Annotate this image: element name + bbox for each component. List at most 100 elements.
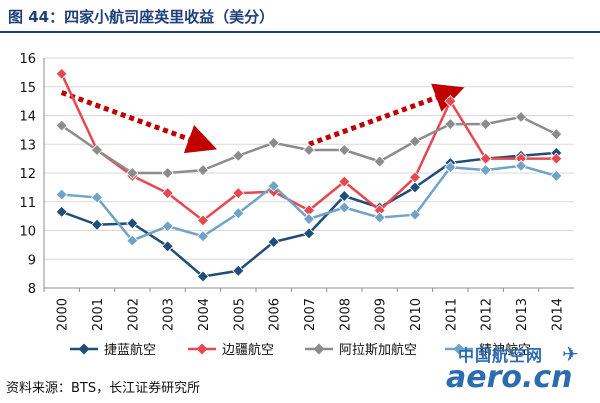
y-tick-label: 16: [19, 52, 36, 67]
data-point: [126, 166, 139, 180]
series-group: [55, 67, 563, 283]
series-精神航空: [55, 159, 563, 247]
trend-arrow: [308, 83, 465, 147]
y-tick-label: 14: [19, 110, 36, 125]
data-point: [267, 136, 280, 149]
data-point: [479, 164, 492, 177]
data-point: [55, 205, 68, 218]
axes: [43, 58, 574, 292]
data-point: [408, 135, 422, 148]
y-tick-label: 11: [19, 196, 36, 211]
data-point: [90, 218, 104, 231]
data-point: [338, 201, 351, 214]
x-tick-label: 2003: [162, 298, 177, 331]
data-point: [550, 169, 563, 182]
data-point: [302, 212, 316, 226]
source-note: 资料来源：BTS，长江证券研究所: [6, 381, 201, 396]
data-point: [196, 270, 210, 283]
x-tick-label: 2008: [338, 298, 353, 331]
x-tick-label: 2011: [444, 298, 459, 331]
legend-marker: [453, 343, 465, 355]
legend-marker: [196, 343, 208, 355]
data-point: [514, 159, 528, 172]
watermark-cn-text: 中国航空网: [458, 346, 544, 365]
trend-arrow: [60, 90, 218, 154]
y-tick-label: 8: [28, 282, 36, 297]
data-point: [55, 188, 68, 201]
data-point: [232, 149, 245, 162]
legend-marker: [313, 343, 325, 355]
data-point: [161, 166, 174, 180]
data-point: [55, 119, 68, 132]
legend-label: 阿拉斯加航空: [339, 342, 417, 358]
x-tick-label: 2002: [126, 298, 141, 331]
y-tick-label: 9: [28, 253, 36, 268]
x-tick-label: 2004: [197, 298, 212, 331]
data-point: [161, 220, 174, 233]
data-point: [444, 118, 457, 131]
x-tick-label: 2005: [232, 298, 247, 331]
data-point: [444, 95, 457, 108]
x-tick-label: 2013: [515, 298, 530, 331]
y-tick-label: 13: [19, 138, 36, 153]
data-point: [161, 240, 174, 253]
data-point: [196, 230, 210, 243]
series-阿拉斯加航空: [55, 110, 563, 180]
legend-label: 边疆航空: [222, 342, 274, 358]
data-point: [196, 164, 210, 177]
legend: 捷蓝航空 边疆航空 阿拉斯加航空 精神航空: [70, 342, 531, 358]
data-point: [232, 207, 245, 220]
x-tick-label: 2001: [91, 298, 106, 331]
data-point: [90, 191, 104, 204]
data-point: [550, 128, 563, 141]
x-tick-label: 2000: [56, 298, 71, 331]
tick-labels: 8 9 10 11 12 13 14 15 16 2000 2001 2002 2003 2004 2005…: [19, 52, 565, 331]
data-point: [444, 161, 457, 174]
data-point: [161, 187, 174, 200]
data-point: [126, 234, 139, 247]
legend-item: 捷蓝航空: [70, 342, 156, 358]
legend-item: 精神航空: [445, 342, 531, 358]
data-point: [55, 67, 68, 80]
data-point: [302, 227, 316, 240]
legend-item: 边疆航空: [188, 342, 274, 358]
data-point: [514, 110, 528, 124]
data-point: [408, 181, 422, 194]
legend-label: 捷蓝航空: [104, 342, 156, 358]
grid-lines: [44, 57, 574, 289]
data-point: [126, 217, 139, 230]
data-point: [302, 143, 316, 157]
y-tick-label: 15: [19, 81, 36, 96]
data-point: [232, 187, 245, 200]
x-tick-label: 2006: [268, 298, 283, 331]
plane-icon: ✈: [562, 342, 579, 366]
x-tick-label: 2007: [303, 298, 318, 331]
data-point: [267, 179, 280, 193]
legend-label: 精神航空: [479, 342, 531, 358]
data-point: [338, 143, 351, 157]
legend-item: 阿拉斯加航空: [305, 342, 417, 358]
legend-marker: [78, 343, 90, 355]
trend-arrows: [60, 83, 465, 154]
data-point: [373, 211, 386, 224]
x-tick-label: 2010: [409, 298, 424, 331]
watermark-logo: 中国航空网 ✈ aero.cn: [440, 338, 598, 400]
y-tick-label: 10: [19, 225, 36, 240]
data-point: [90, 143, 104, 157]
x-tick-label: 2014: [550, 298, 565, 331]
data-point: [408, 208, 422, 221]
data-point: [232, 264, 245, 277]
data-point: [408, 171, 422, 184]
data-point: [338, 175, 351, 188]
data-point: [267, 235, 280, 249]
data-point: [373, 155, 386, 168]
figure-title: 图 44：四家小航司座英里收益（美分）: [8, 8, 275, 26]
data-point: [550, 152, 563, 165]
data-point: [479, 152, 492, 165]
watermark-en-text: aero.cn: [446, 360, 573, 395]
title-divider: [0, 31, 600, 33]
x-tick-label: 2009: [374, 298, 389, 331]
data-point: [196, 214, 210, 227]
y-tick-label: 12: [19, 167, 36, 182]
